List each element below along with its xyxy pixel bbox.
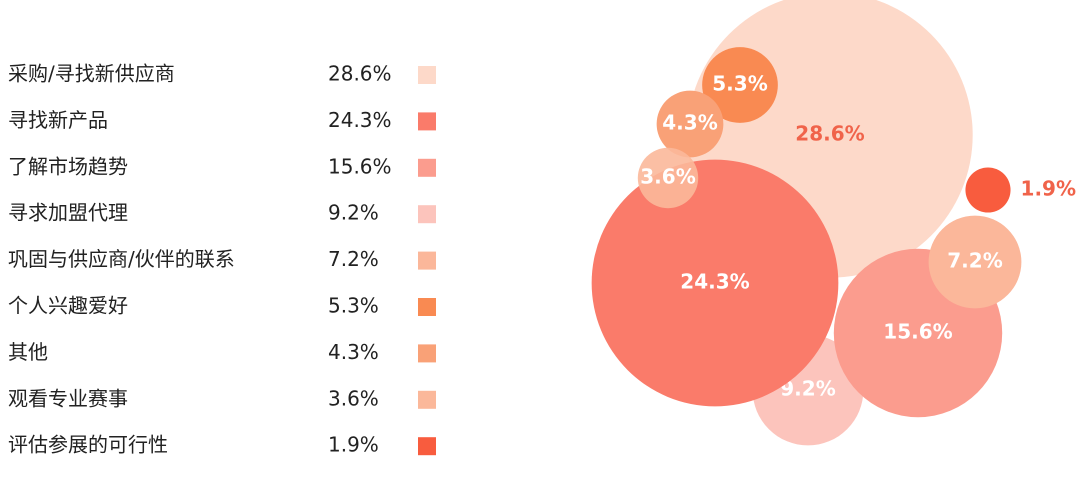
bubble-label: 3.6% <box>640 165 695 189</box>
legend-swatch <box>418 298 436 316</box>
bubble <box>928 215 1022 309</box>
bubble-label: 5.3% <box>712 72 767 96</box>
bubble-label: 24.3% <box>680 270 749 294</box>
legend-label: 了解市场趋势 <box>8 154 128 178</box>
legend-swatch <box>418 158 436 177</box>
bubble-label: 28.6% <box>795 122 864 146</box>
legend-label: 个人兴趣爱好 <box>8 294 128 318</box>
legend-label: 采购/寻找新供应商 <box>8 62 175 86</box>
legend-swatch <box>418 344 436 363</box>
legend-value: 3.6% <box>328 386 379 410</box>
legend-value: 28.6% <box>328 62 392 86</box>
bubble-label: 15.6% <box>883 320 952 344</box>
bubble-label: 4.3% <box>662 111 717 135</box>
legend-value: 15.6% <box>328 154 392 178</box>
bubble <box>656 90 724 158</box>
legend-label: 观看专业赛事 <box>8 386 128 410</box>
legend-label: 寻找新产品 <box>8 108 108 132</box>
legend-swatch <box>418 112 436 131</box>
legend-swatch <box>418 390 436 409</box>
legend-value: 4.3% <box>328 340 379 364</box>
bubble-label: 1.9% <box>1021 177 1076 201</box>
legend-swatch <box>418 66 436 84</box>
legend-value: 24.3% <box>328 108 392 132</box>
bubble <box>637 147 699 209</box>
legend-label: 寻求加盟代理 <box>8 201 128 225</box>
legend-swatch <box>418 437 436 456</box>
legend-label: 巩固与供应商/伙伴的联系 <box>8 247 235 271</box>
legend-swatch <box>418 251 436 270</box>
legend-value: 9.2% <box>328 201 379 225</box>
legend-label: 评估参展的可行性 <box>8 433 168 457</box>
legend-label: 其他 <box>8 340 48 364</box>
legend-value: 1.9% <box>328 433 379 457</box>
bubble <box>702 47 778 123</box>
legend-value: 5.3% <box>328 294 379 318</box>
bubble <box>591 159 839 407</box>
bubble <box>965 167 1011 213</box>
legend-swatch <box>418 205 436 224</box>
legend-value: 7.2% <box>328 247 379 271</box>
bubble-label: 7.2% <box>947 249 1002 273</box>
